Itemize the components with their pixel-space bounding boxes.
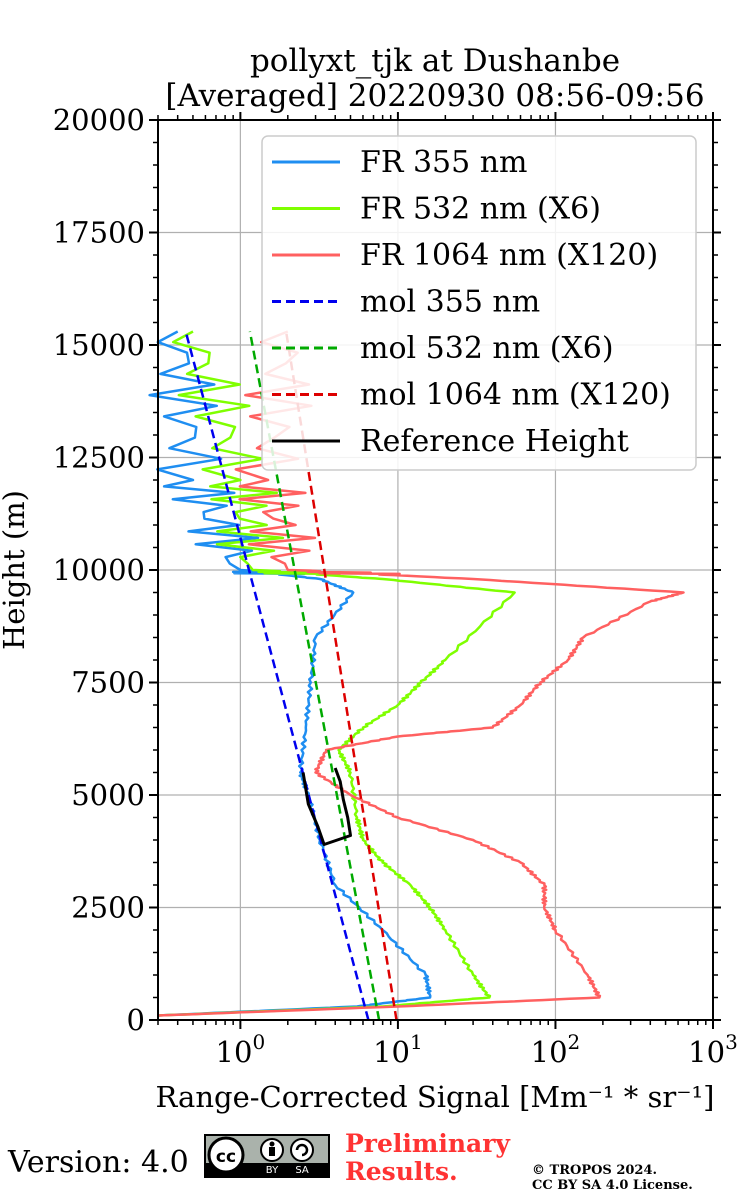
x-tick-base: 10 [531,1035,568,1069]
x-tick-label: 102 [531,1030,581,1069]
series-line-reference-height [301,767,352,846]
y-tick-label: 0 [127,1003,145,1037]
y-axis-label: Height (m) [0,490,31,650]
copyright-line2: CC BY SA 4.0 License. [532,1178,693,1193]
copyright-line1: © TROPOS 2024. [532,1163,658,1178]
y-tick-label: 5000 [71,778,145,812]
x-axis-ticks: 100 101 102 103 [216,112,738,1069]
series-line-mol-532-nm-x6 [248,331,381,1021]
x-tick-base: 10 [688,1035,725,1069]
x-tick-base: 10 [373,1035,410,1069]
legend-label: Reference Height [360,424,629,459]
legend-label: mol 1064 nm (X120) [360,378,671,413]
x-tick-exponent: 1 [410,1030,423,1054]
series-line-mol-355-nm [184,331,370,1021]
y-tick-label: 20000 [53,103,145,137]
x-tick-label: 103 [688,1030,738,1069]
x-tick-exponent: 0 [252,1030,265,1054]
legend-label: FR 355 nm [360,145,528,180]
x-tick-base: 10 [216,1035,253,1069]
legend-box [261,135,697,471]
y-tick-label: 15000 [53,328,145,362]
x-tick-label: 100 [216,1030,266,1069]
y-tick-label: 2500 [71,891,145,925]
x-axis-label: Range-Corrected Signal [Mm⁻¹ * sr⁻¹] [156,1080,715,1114]
sa-text: SA [295,1165,309,1176]
legend-label: FR 1064 nm (X120) [360,238,658,273]
chart-title-line1: pollyxt_tjk at Dushanbe [250,43,620,79]
series-line-fr-1064-nm-x120 [157,330,685,1017]
y-tick-label: 12500 [53,441,145,475]
legend-label: FR 532 nm (X6) [360,192,601,227]
by-text: BY [266,1165,279,1176]
series-line-fr-532-nm-x6 [157,330,516,1017]
preliminary-line2: Results. [345,1157,458,1186]
lidar-figure: pollyxt_tjk at Dushanbe [Averaged] 20220… [0,43,738,1114]
x-tick-exponent: 2 [568,1030,581,1054]
preliminary-notice: Preliminary Results. [345,1130,510,1186]
legend: FR 355 nm FR 532 nm (X6) FR 1064 nm (X120)… [261,135,697,471]
x-tick-exponent: 3 [725,1030,738,1054]
series-line-fr-355-nm [148,330,432,1017]
y-tick-label: 7500 [71,666,145,700]
legend-label: mol 355 nm [360,285,540,320]
legend-label: mol 532 nm (X6) [360,331,614,366]
preliminary-line1: Preliminary [345,1129,510,1158]
cc-text: cc [216,1147,236,1167]
cc-by-sa-icon: cc BY SA [206,1136,328,1176]
copyright-notice: © TROPOS 2024. CC BY SA 4.0 License. [532,1163,693,1193]
chart-title-line2: [Averaged] 20220930 08:56-09:56 [165,78,704,114]
x-tick-label: 101 [373,1030,423,1069]
version-label: Version: 4.0 [8,1145,189,1180]
y-axis-ticks: 0 2500 5000 7500 10000 12500 15000 17500 20000 [53,103,721,1037]
y-tick-label: 17500 [53,216,145,250]
y-tick-label: 10000 [53,553,145,587]
cc-license-badge: cc BY SA [204,1134,330,1178]
